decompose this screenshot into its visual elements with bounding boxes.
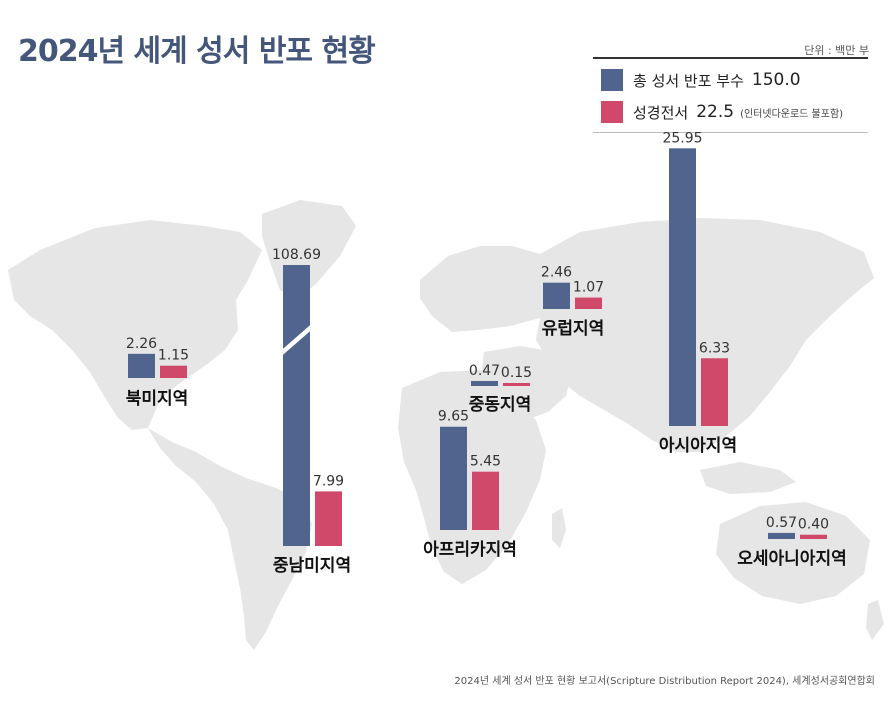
legend-swatch-total <box>601 69 623 91</box>
region-label-3: 중동지역 <box>469 395 532 415</box>
value-label-total-4: 2.46 <box>541 265 572 281</box>
legend: 총 성서 반포 부수 150.0 성경전서 22.5 (인터넷다운로드 불포함) <box>593 57 868 133</box>
bar-full-3 <box>503 383 530 386</box>
source-note: 2024년 세계 성서 반포 현황 보고서(Scripture Distribu… <box>454 676 875 687</box>
legend-swatch-full <box>601 101 623 123</box>
bar-full-5 <box>472 471 499 530</box>
region-label-7: 오세아니아지역 <box>737 549 846 569</box>
bar-full-2 <box>315 491 342 546</box>
legend-label-full: 성경전서 <box>633 103 689 122</box>
value-label-total-1: 2.26 <box>126 336 157 352</box>
region-label-5: 아프리카지역 <box>423 540 517 560</box>
value-label-full-1: 1.15 <box>158 348 189 364</box>
bar-total-3 <box>471 380 498 386</box>
bar-total-1 <box>128 353 155 378</box>
bar-full-4 <box>575 297 602 309</box>
axis-break-mark <box>277 320 316 360</box>
bar-total-6 <box>669 148 696 426</box>
value-label-full-2: 7.99 <box>313 473 344 489</box>
legend-item-full: 성경전서 22.5 (인터넷다운로드 불포함) <box>601 101 843 123</box>
value-label-total-5: 9.65 <box>438 409 469 425</box>
value-label-full-4: 1.07 <box>573 280 604 296</box>
bar-total-2 <box>283 265 310 546</box>
bar-total-5 <box>440 426 467 530</box>
bar-total-4 <box>543 282 570 309</box>
legend-label-total: 총 성서 반포 부수 <box>633 71 744 90</box>
world-map <box>8 200 884 650</box>
value-label-full-7: 0.40 <box>798 517 829 533</box>
legend-value-total: 150.0 <box>751 70 801 90</box>
value-label-full-5: 5.45 <box>470 454 501 470</box>
bar-full-7 <box>800 534 827 539</box>
unit-label: 단위 : 백만 부 <box>804 44 869 57</box>
region-label-2: 중남미지역 <box>273 556 351 576</box>
value-label-full-3: 0.15 <box>501 365 532 381</box>
region-label-4: 유럽지역 <box>542 319 605 339</box>
page-title: 2024년 세계 성서 반포 현황 <box>18 34 376 69</box>
bar-full-6 <box>701 358 728 426</box>
region-label-1: 북미지역 <box>126 389 189 409</box>
bar-full-1 <box>160 365 187 378</box>
legend-value-full: 22.5 <box>696 102 735 122</box>
region-label-6: 아시아지역 <box>659 436 737 456</box>
legend-note-full: (인터넷다운로드 불포함) <box>740 108 844 120</box>
legend-item-total: 총 성서 반포 부수 150.0 <box>601 69 807 91</box>
bars-group: 2.261.15 북미지역 108.69 7.99 중남미지역 0.47 0.15 중동지역 2… <box>126 130 847 576</box>
value-label-total-7: 0.57 <box>766 515 797 531</box>
bar-total-7 <box>768 532 795 539</box>
value-label-total-3: 0.47 <box>469 363 500 379</box>
value-label-total-2: 108.69 <box>272 247 321 263</box>
value-label-full-6: 6.33 <box>699 340 730 356</box>
value-label-total-6: 25.95 <box>662 130 702 146</box>
